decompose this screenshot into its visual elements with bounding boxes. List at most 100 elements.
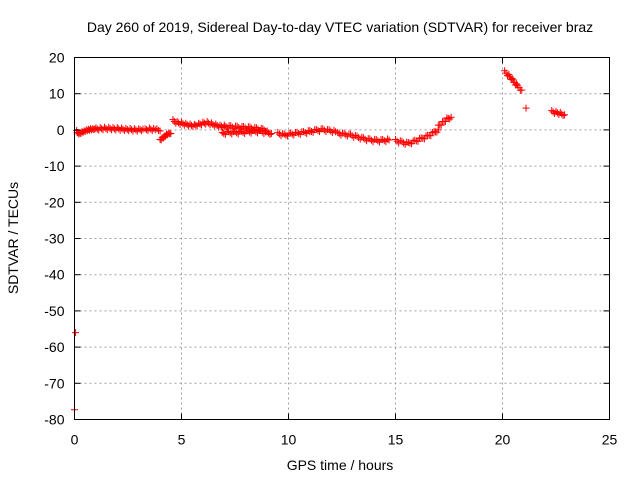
data-point xyxy=(385,136,393,144)
data-point xyxy=(266,130,274,138)
data-point xyxy=(414,137,422,145)
data-point xyxy=(447,113,455,121)
data-point xyxy=(183,121,191,129)
data-point xyxy=(138,127,146,135)
data-point xyxy=(175,119,183,127)
data-point xyxy=(411,136,419,144)
y-axis-label: SDTVAR / TECUs xyxy=(5,182,21,294)
x-tick-label: 5 xyxy=(178,432,186,448)
data-point xyxy=(314,126,322,134)
x-axis-label: GPS time / hours xyxy=(287,457,394,473)
x-tick-label: 15 xyxy=(388,432,404,448)
x-tick-label: 25 xyxy=(602,432,618,448)
data-point xyxy=(262,128,270,136)
data-point xyxy=(392,136,399,144)
data-point xyxy=(295,129,303,137)
chart-title: Day 260 of 2019, Sidereal Day-to-day VTE… xyxy=(87,19,593,35)
x-tick-label: 20 xyxy=(495,432,511,448)
data-point xyxy=(367,136,375,144)
data-point xyxy=(359,134,367,142)
data-point xyxy=(220,129,228,137)
data-point xyxy=(420,135,428,143)
y-tick-label: -60 xyxy=(44,339,64,355)
data-point xyxy=(178,118,185,126)
data-point xyxy=(408,140,416,148)
data-point xyxy=(233,129,241,137)
data-point xyxy=(374,137,382,145)
data-point xyxy=(327,127,335,135)
data-point xyxy=(222,122,230,130)
data-points-layer xyxy=(71,67,569,414)
data-point xyxy=(169,116,177,124)
data-point xyxy=(549,108,557,116)
tick-labels-layer: 0 5 10 15 20 25 -80 -70 -60 -50 -40 -30 -20 -10 0 10 20 xyxy=(44,50,617,448)
y-tick-label: -40 xyxy=(44,267,64,283)
data-point xyxy=(203,117,211,125)
data-point xyxy=(228,123,236,131)
grid-layer xyxy=(74,57,610,420)
data-point xyxy=(212,120,220,128)
data-point xyxy=(556,108,564,116)
data-point xyxy=(512,80,520,88)
data-point xyxy=(308,127,316,135)
y-tick-label: -30 xyxy=(44,231,64,247)
data-point xyxy=(444,114,452,122)
data-point xyxy=(277,132,285,140)
data-point xyxy=(259,125,267,133)
data-point xyxy=(282,131,290,139)
data-point xyxy=(226,129,234,137)
data-point xyxy=(508,74,516,82)
data-point xyxy=(151,126,159,134)
data-point xyxy=(417,134,425,142)
data-point xyxy=(427,132,435,140)
data-point xyxy=(267,130,275,138)
data-point xyxy=(559,112,567,120)
data-point xyxy=(235,123,243,131)
data-point xyxy=(518,86,526,94)
data-point xyxy=(561,111,569,119)
x-tick-label: 0 xyxy=(71,432,79,448)
y-tick-label: 20 xyxy=(49,50,65,66)
y-tick-label: -50 xyxy=(44,303,64,319)
data-point xyxy=(239,128,247,136)
data-point xyxy=(301,129,309,137)
data-point xyxy=(72,329,80,337)
data-point xyxy=(156,127,164,135)
data-point xyxy=(167,130,175,138)
data-point xyxy=(319,125,327,133)
data-point xyxy=(182,119,190,127)
data-point xyxy=(263,127,271,135)
data-point xyxy=(241,124,249,132)
data-point xyxy=(353,132,361,140)
data-point xyxy=(252,124,260,132)
data-point xyxy=(558,110,566,118)
data-point xyxy=(342,131,350,139)
data-point xyxy=(522,104,530,112)
data-point xyxy=(274,128,282,136)
data-point xyxy=(288,130,296,138)
data-point xyxy=(398,137,406,145)
y-tick-label: 10 xyxy=(49,86,65,102)
data-point xyxy=(380,137,388,145)
x-tick-label: 10 xyxy=(281,432,297,448)
data-point xyxy=(383,135,391,143)
data-point xyxy=(173,117,181,125)
ticks-layer xyxy=(74,57,610,420)
data-point xyxy=(552,107,560,115)
y-tick-label: -80 xyxy=(44,412,64,428)
y-tick-label: -70 xyxy=(44,375,64,391)
y-tick-label: 0 xyxy=(57,122,65,138)
data-point xyxy=(207,119,215,127)
data-point xyxy=(280,130,288,138)
data-point xyxy=(330,126,338,134)
y-tick-label: -20 xyxy=(44,194,64,210)
data-point xyxy=(548,107,556,115)
data-point xyxy=(334,128,342,136)
data-point xyxy=(347,130,355,138)
data-point xyxy=(443,114,451,122)
data-point xyxy=(260,126,268,134)
data-point xyxy=(248,124,256,132)
y-tick-label: -10 xyxy=(44,158,64,174)
data-point xyxy=(437,121,445,129)
